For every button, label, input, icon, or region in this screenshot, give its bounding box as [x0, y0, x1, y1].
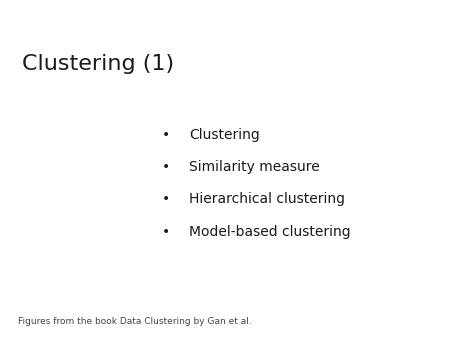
- Text: •: •: [162, 192, 171, 207]
- Text: •: •: [162, 160, 171, 174]
- Text: Figures from the book Data Clustering by Gan et al.: Figures from the book Data Clustering by…: [18, 317, 252, 326]
- Text: Clustering: Clustering: [189, 128, 260, 142]
- Text: Hierarchical clustering: Hierarchical clustering: [189, 192, 345, 207]
- Text: •: •: [162, 224, 171, 239]
- Text: •: •: [162, 128, 171, 142]
- Text: Similarity measure: Similarity measure: [189, 160, 320, 174]
- Text: Model-based clustering: Model-based clustering: [189, 224, 351, 239]
- Text: Clustering (1): Clustering (1): [22, 54, 175, 74]
